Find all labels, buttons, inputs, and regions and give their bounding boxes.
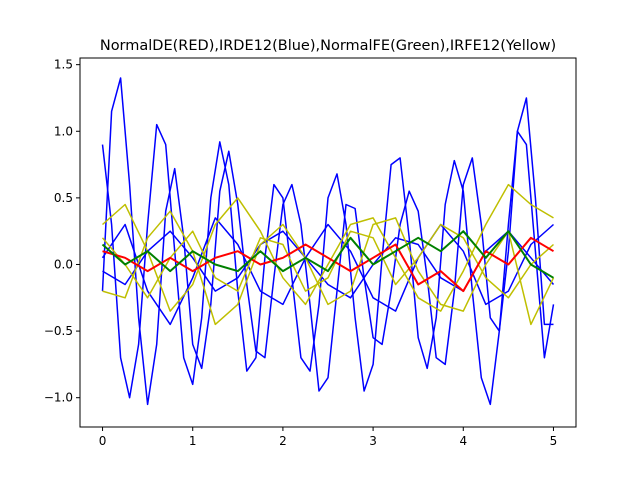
- y-tick-label: −0.5: [44, 324, 73, 338]
- plot-frame: [79, 57, 577, 428]
- x-tick-label: 0: [99, 434, 107, 448]
- y-tick-label: 0.5: [54, 191, 73, 205]
- series-line-green-8: [101, 230, 555, 279]
- series-line-yellow-5: [102, 210, 555, 326]
- series-line-yellow-4: [102, 183, 554, 312]
- series-line-blue-2: [101, 217, 554, 326]
- series-line-blue-1: [101, 77, 554, 406]
- x-tick-label: 4: [459, 434, 467, 448]
- chart-title: NormalDE(RED),IRDE12(Blue),NormalFE(Gree…: [100, 38, 556, 54]
- x-axis: 0 1 2 3 4 5: [99, 427, 558, 448]
- x-tick-label: 2: [279, 434, 287, 448]
- y-tick-label: 1.5: [54, 58, 73, 72]
- x-tick-label: 3: [369, 434, 377, 448]
- y-tick-label: 1.0: [54, 124, 73, 138]
- y-axis: −1.0 −0.5 0.0 0.5 1.0 1.5: [44, 58, 80, 405]
- series-line-blue-0: [101, 123, 555, 406]
- x-tick-label: 5: [550, 434, 558, 448]
- x-tick-label: 1: [189, 434, 197, 448]
- series-layer: [101, 77, 555, 406]
- y-tick-label: −1.0: [44, 391, 73, 405]
- y-tick-label: 0.0: [54, 257, 73, 271]
- series-line-red-7: [102, 236, 555, 293]
